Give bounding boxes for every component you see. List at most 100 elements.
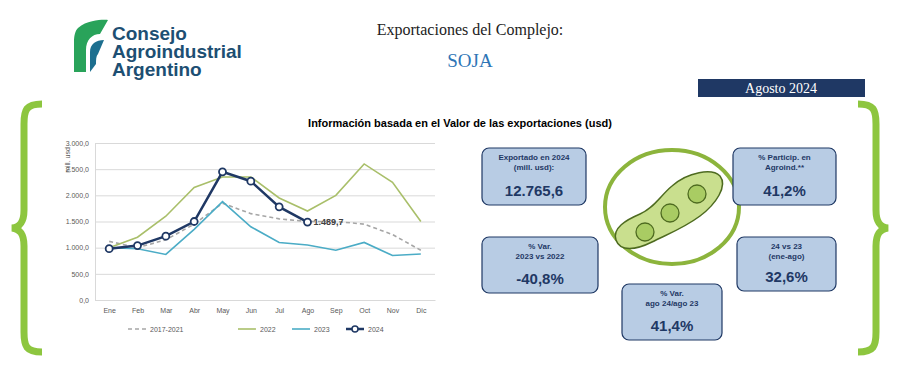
kpi-box: % Var.2023 vs 2022 -40,8% <box>482 237 598 293</box>
kpi-box: Exportado en 2024(mill. usd):12.765,6 <box>482 148 586 205</box>
kpi-background <box>733 148 836 205</box>
x-tick-label: Ene <box>103 307 116 314</box>
x-tick: Sep <box>330 300 343 315</box>
logo-text: Argentino <box>112 59 202 80</box>
soy-circle <box>605 150 739 264</box>
header-title: Exportaciones del Complejo: <box>377 21 564 39</box>
legend-item: 2017-2021 <box>128 326 184 333</box>
x-tick-label: Oct <box>359 307 370 314</box>
chart-title: Información basada en el Valor de las ex… <box>308 117 612 129</box>
soy-bean <box>688 185 706 203</box>
grid-line <box>95 222 435 223</box>
kpi-label: % Var. <box>528 242 552 251</box>
x-tick-label: Jun <box>246 307 257 314</box>
x-tick: Mar <box>160 300 173 314</box>
logo-shape <box>90 40 104 72</box>
x-tick: Feb <box>132 300 144 314</box>
legend-label: 2022 <box>260 326 276 333</box>
x-tick-label: Jul <box>275 307 284 314</box>
kpis: Exportado en 2024(mill. usd):12.765,6 % P… <box>482 148 836 340</box>
brace-left <box>12 104 42 352</box>
y-tick-label: 1.500,0 <box>66 218 89 225</box>
header: ConsejoAgroindustrialArgentinoExportacio… <box>74 20 865 97</box>
kpi-label: (ene-ago) <box>769 252 805 261</box>
series-line <box>109 202 421 256</box>
kpi-box: % Var.ago 24/ago 2341,4% <box>622 284 722 340</box>
legend-label: 2023 <box>314 326 330 333</box>
kpi-value: 41,4% <box>651 317 694 334</box>
kpi-box: 24 vs 23(ene-ago)32,6% <box>737 237 836 291</box>
kpi-background <box>737 237 836 291</box>
x-tick: Nov <box>387 300 400 314</box>
legend-swatch <box>238 328 256 330</box>
legend-item: 2022 <box>238 326 276 333</box>
y-tick-label: 0,0 <box>79 297 89 304</box>
legend-item: 2024 <box>346 326 384 333</box>
soy-bean <box>636 223 654 241</box>
legend-marker <box>352 326 358 332</box>
soy-bean <box>661 204 679 222</box>
x-tick-label: Dic <box>416 307 427 314</box>
x-tick-label: Ago <box>302 307 315 315</box>
kpi-background <box>622 284 722 340</box>
legend-swatch <box>128 328 146 330</box>
series-line <box>109 203 421 250</box>
y-tick-label: 500,0 <box>71 271 89 278</box>
x-tick: Dic <box>416 300 427 314</box>
x-tick: Jun <box>246 300 257 314</box>
series-marker <box>134 242 141 249</box>
series-marker <box>106 245 113 252</box>
series-line <box>109 172 307 249</box>
data-labels: 1.489,7 <box>314 217 344 227</box>
kpi-background <box>482 237 598 293</box>
y-tick-label: 1.000,0 <box>66 244 89 251</box>
grid-line <box>95 300 435 301</box>
x-tick: Oct <box>359 300 370 314</box>
x-tick-label: Sep <box>330 307 343 315</box>
x-tick: Ago <box>302 300 315 315</box>
legend-item: 2023 <box>292 326 330 333</box>
legend-swatch <box>292 328 310 330</box>
series-marker <box>191 218 198 225</box>
x-tick-label: May <box>216 307 230 315</box>
header-subtitle: SOJA <box>447 50 493 71</box>
y-tick: 2.000,0 <box>66 192 435 199</box>
plot-marks <box>106 164 421 256</box>
grid-line <box>95 169 435 170</box>
brace-right <box>858 104 888 352</box>
logo-shape <box>74 20 108 72</box>
kpi-label: ago 24/ago 23 <box>646 299 699 308</box>
x-tick: May <box>216 300 230 315</box>
legend: 2017-2021 2022 2023 2024 <box>128 326 384 333</box>
series-marker <box>304 219 311 226</box>
grid-line <box>95 143 435 144</box>
y-tick: 500,0 <box>71 271 435 278</box>
series-marker <box>276 203 283 210</box>
series-marker <box>219 168 226 175</box>
kpi-label: (mill. usd): <box>514 163 554 172</box>
grid-line <box>95 274 435 275</box>
page: ConsejoAgroindustrialArgentinoExportacio… <box>0 0 900 380</box>
x-tick-label: Nov <box>387 307 400 314</box>
series-marker <box>247 178 254 185</box>
y-tick: 1.500,0 <box>66 218 435 225</box>
kpi-label: % Particip. en <box>758 153 811 162</box>
y-tick: 0,0 <box>79 297 435 304</box>
kpi-label: 2023 vs 2022 <box>516 252 565 261</box>
x-tick-label: Abr <box>189 307 201 314</box>
legend-label: 2017-2021 <box>150 326 184 333</box>
x-tick: Ene <box>103 300 116 314</box>
y-tick: 2.500,0 <box>66 166 435 173</box>
kpi-label: Exportado en 2024 <box>498 153 570 162</box>
x-tick-label: Feb <box>132 307 144 314</box>
grid-line <box>95 248 435 249</box>
x-tick-label: Mar <box>160 307 173 314</box>
x-tick: Abr <box>189 300 201 314</box>
kpi-value: -40,8% <box>516 270 564 287</box>
kpi-background <box>482 148 586 205</box>
y-axis: 0,0500,01.000,01.500,02.000,02.500,03.00… <box>66 140 435 304</box>
period-text: Agosto 2024 <box>745 81 817 96</box>
kpi-label: Agroind.** <box>765 163 805 172</box>
soy-illustration <box>605 150 739 264</box>
y-axis-line <box>96 144 436 301</box>
